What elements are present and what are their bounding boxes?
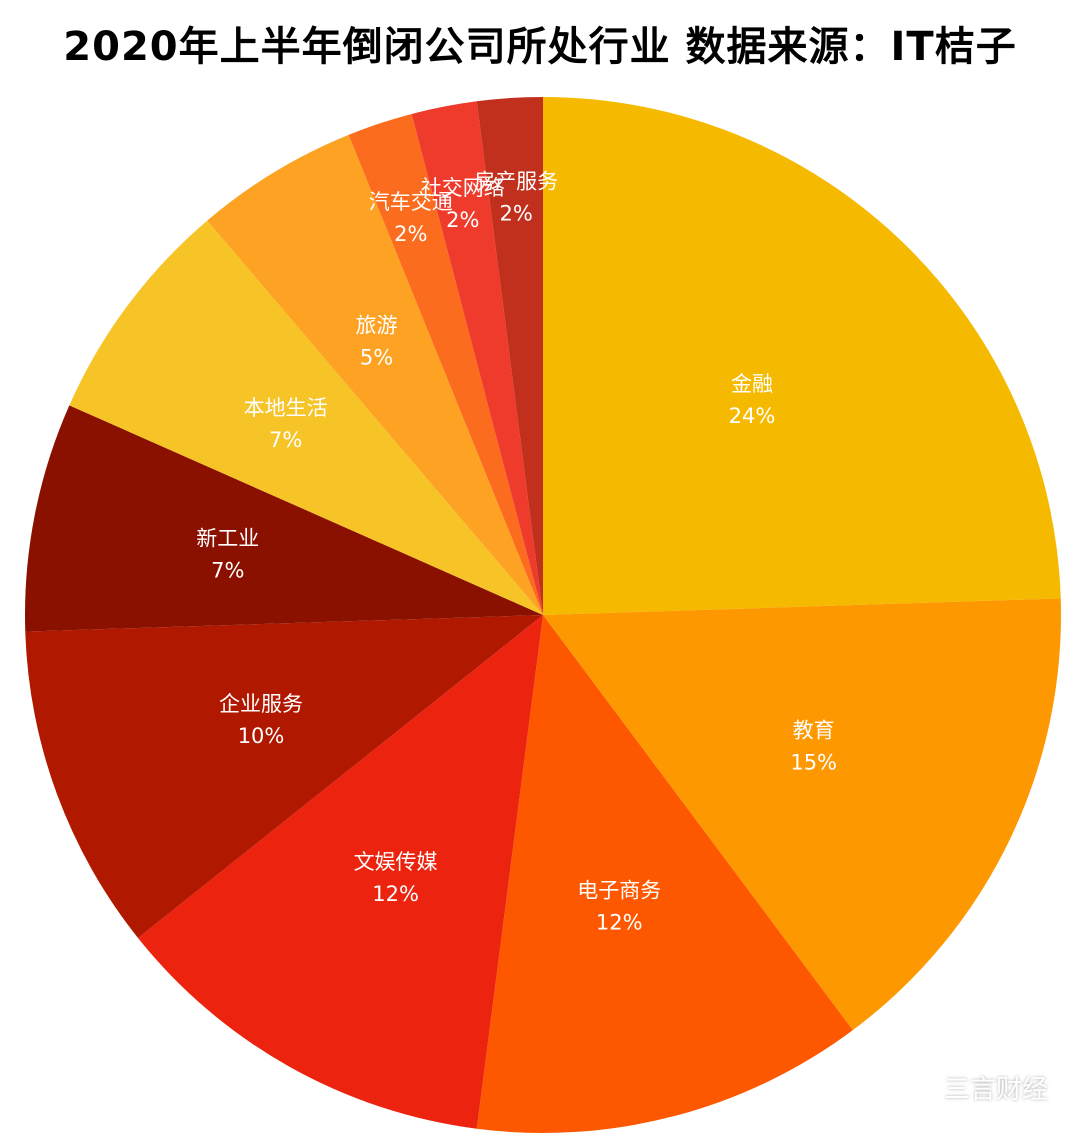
pie-slice xyxy=(476,615,853,1133)
chart-title: 2020年上半年倒闭公司所处行业 数据来源：IT桔子 xyxy=(63,24,1017,70)
pie-slices xyxy=(25,97,1061,1133)
slice-label: 教育 xyxy=(793,718,835,742)
pie-slice xyxy=(25,615,544,938)
slice-value-label: 7% xyxy=(211,559,244,583)
pie-slice xyxy=(348,113,543,616)
slice-value-label: 12% xyxy=(372,882,419,906)
slice-value-label: 15% xyxy=(790,750,837,774)
slice-label: 文娱传媒 xyxy=(354,850,438,874)
slice-label: 房产服务 xyxy=(474,169,558,193)
pie-labels: 金融 24% 教育 15% 电子商务 12% 文娱传媒 12% 企业服务 10% 新工业 7% 本地生活… xyxy=(196,169,837,934)
pie-slice xyxy=(543,598,1061,1031)
slice-value-label: 2% xyxy=(394,222,427,246)
wechat-icon xyxy=(894,1073,933,1101)
slice-label: 电子商务 xyxy=(577,879,661,903)
slice-value-label: 2% xyxy=(499,201,532,225)
pie-slice xyxy=(411,101,543,616)
slice-label: 旅游 xyxy=(356,313,398,337)
slice-label: 汽车交通 xyxy=(369,190,453,214)
slice-value-label: 2% xyxy=(446,208,479,232)
slice-value-label: 5% xyxy=(360,345,393,369)
pie-slice xyxy=(543,97,1061,615)
slice-label: 本地生活 xyxy=(244,396,328,420)
slice-value-label: 24% xyxy=(729,404,776,428)
pie-slice xyxy=(69,220,543,616)
slice-label: 新工业 xyxy=(196,527,259,551)
slice-value-label: 7% xyxy=(269,428,302,452)
slice-label: 社交网络 xyxy=(421,176,505,200)
pie-slice xyxy=(207,134,543,615)
watermark: 三言财经 xyxy=(894,1069,1048,1106)
pie-slice xyxy=(476,97,543,615)
slice-label: 企业服务 xyxy=(219,692,303,716)
watermark-text: 三言财经 xyxy=(943,1075,1048,1105)
pie-slice xyxy=(138,615,543,1129)
slice-value-label: 10% xyxy=(238,724,285,748)
pie-slice xyxy=(25,405,544,632)
slice-value-label: 12% xyxy=(596,911,643,935)
slice-label: 金融 xyxy=(731,372,773,396)
